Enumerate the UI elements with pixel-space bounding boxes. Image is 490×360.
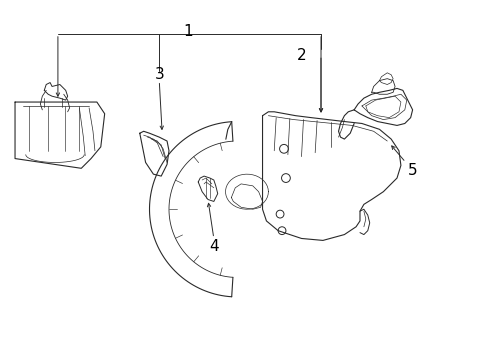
Text: 4: 4 bbox=[209, 239, 219, 254]
Text: 3: 3 bbox=[154, 67, 164, 82]
Text: 1: 1 bbox=[184, 24, 193, 39]
Text: 2: 2 bbox=[297, 48, 306, 63]
Text: 5: 5 bbox=[408, 163, 417, 178]
